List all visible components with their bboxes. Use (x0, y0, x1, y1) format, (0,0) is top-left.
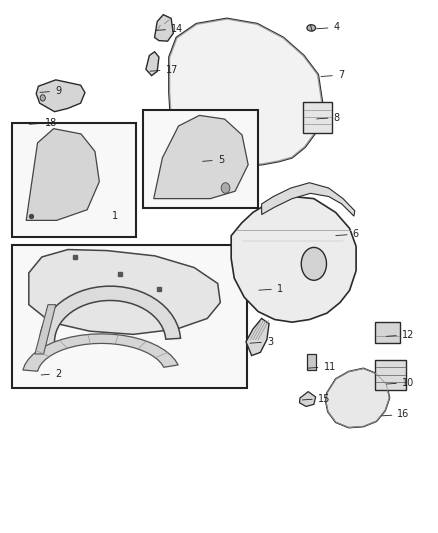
Text: 2: 2 (41, 369, 61, 378)
Bar (12, 123, 136, 237)
Text: 15: 15 (302, 393, 330, 403)
Circle shape (40, 95, 46, 101)
Text: 12: 12 (386, 330, 414, 340)
Text: 10: 10 (386, 377, 414, 387)
Polygon shape (154, 115, 248, 199)
FancyBboxPatch shape (303, 102, 332, 133)
Polygon shape (29, 249, 220, 334)
Polygon shape (146, 52, 159, 76)
Polygon shape (23, 334, 178, 371)
Circle shape (221, 183, 230, 193)
Text: 7: 7 (321, 70, 344, 80)
Text: 1: 1 (112, 211, 118, 221)
Polygon shape (26, 128, 99, 220)
Ellipse shape (307, 25, 316, 31)
Polygon shape (155, 14, 173, 41)
Polygon shape (261, 183, 355, 216)
Text: 18: 18 (29, 118, 57, 128)
Text: 16: 16 (382, 409, 410, 419)
Text: 11: 11 (308, 362, 336, 372)
Polygon shape (40, 286, 180, 351)
Text: 14: 14 (155, 24, 184, 34)
Text: 8: 8 (317, 112, 339, 123)
Text: 5: 5 (203, 155, 224, 165)
Polygon shape (35, 305, 56, 354)
Text: 1: 1 (259, 284, 283, 294)
Text: 17: 17 (150, 65, 178, 75)
Text: 9: 9 (40, 86, 61, 96)
Polygon shape (231, 197, 356, 322)
Text: 3: 3 (250, 337, 273, 347)
Ellipse shape (301, 247, 326, 280)
Polygon shape (300, 392, 316, 407)
Text: 6: 6 (336, 229, 359, 239)
FancyBboxPatch shape (307, 354, 317, 370)
Polygon shape (246, 318, 269, 356)
FancyBboxPatch shape (375, 322, 400, 343)
Bar (12, 245, 247, 389)
Polygon shape (325, 368, 390, 427)
Bar (143, 110, 258, 208)
Polygon shape (36, 80, 85, 112)
Text: 4: 4 (317, 22, 339, 33)
Polygon shape (169, 18, 322, 166)
FancyBboxPatch shape (375, 360, 406, 390)
